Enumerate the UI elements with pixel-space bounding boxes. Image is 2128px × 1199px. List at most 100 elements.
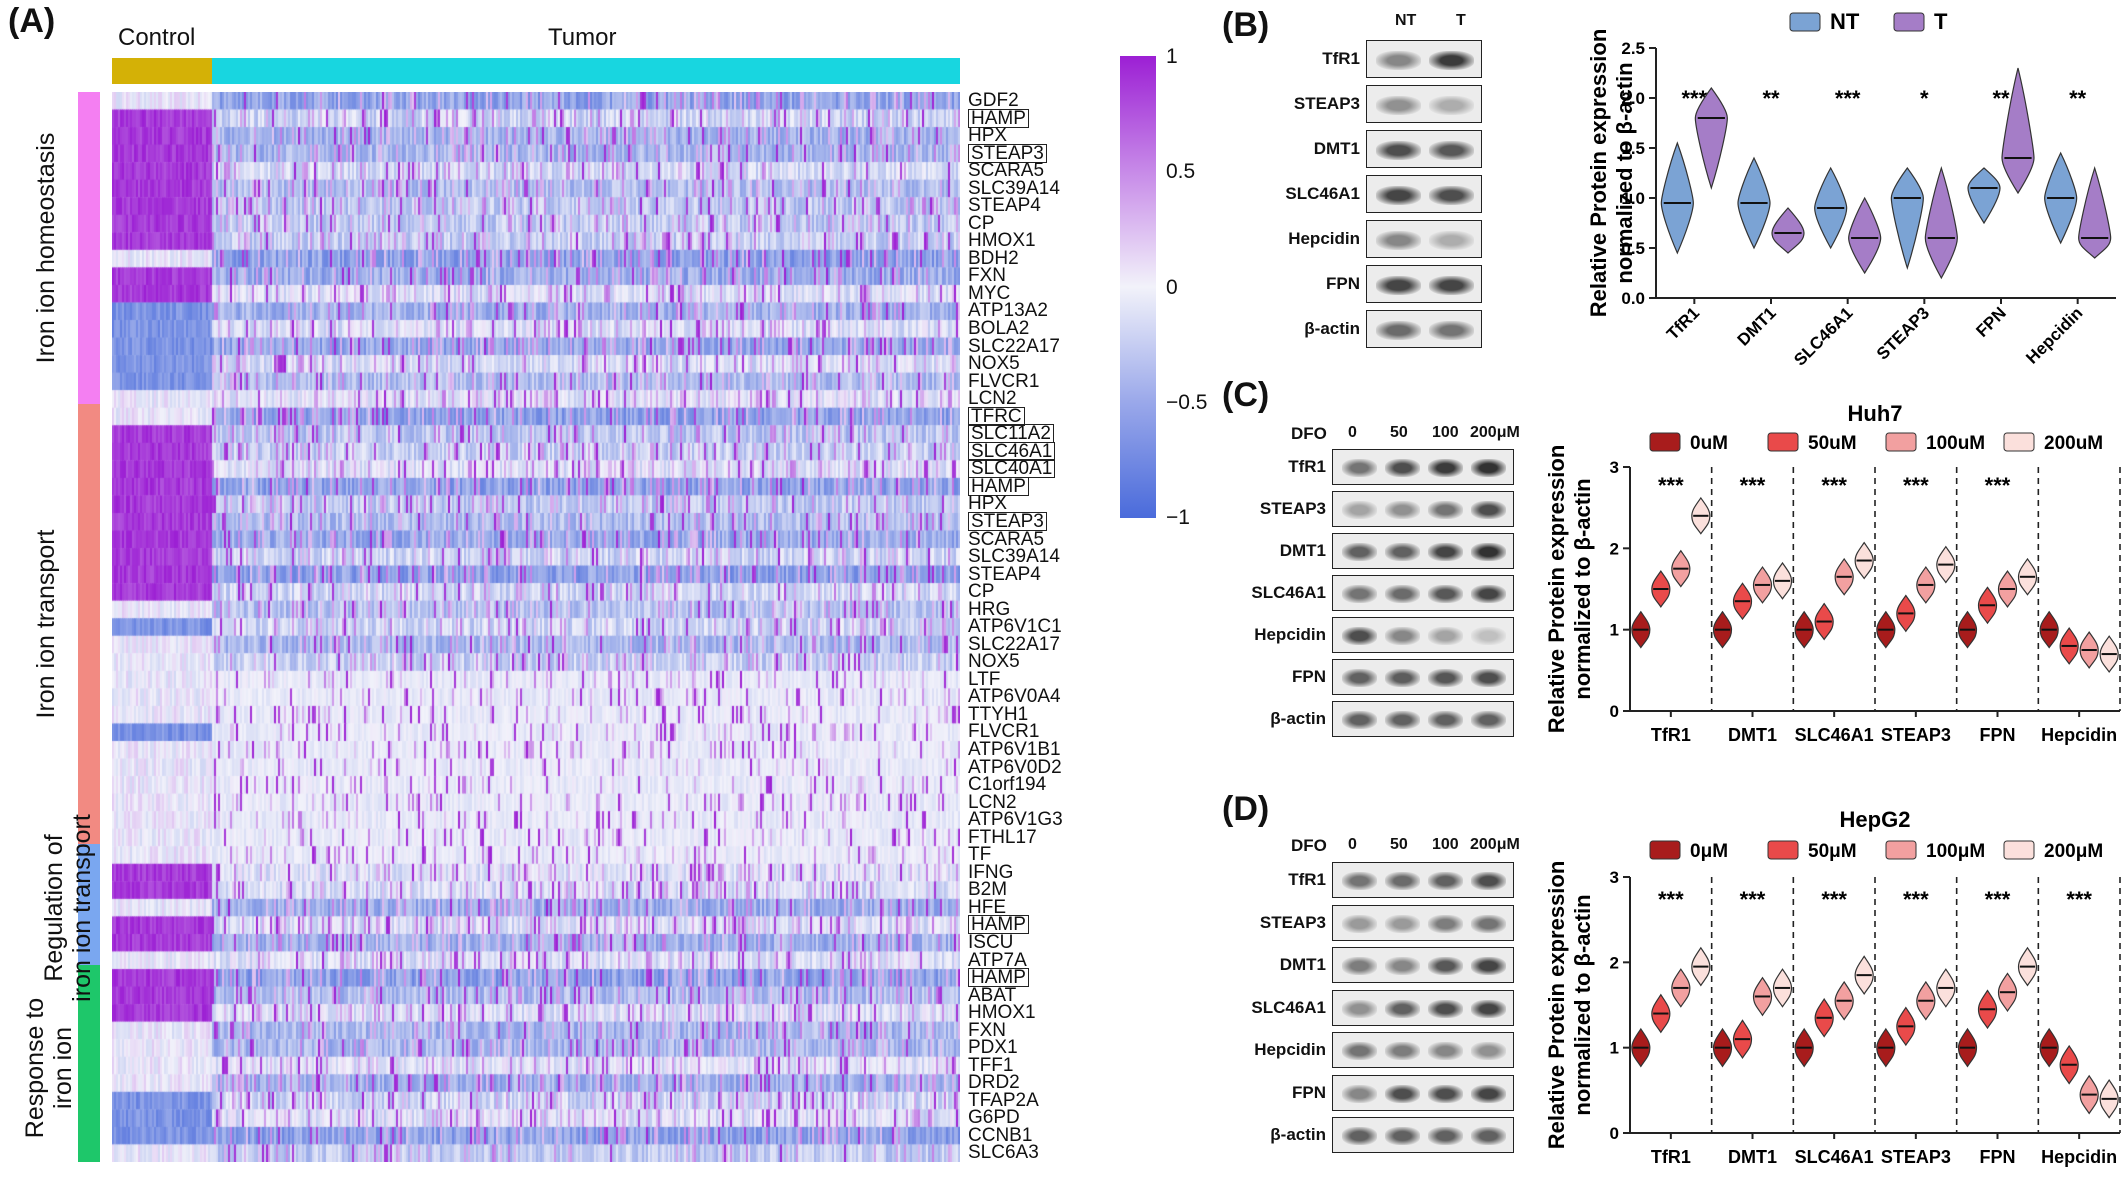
legend-swatch <box>1789 12 1821 32</box>
protein-band <box>1428 1127 1463 1145</box>
legend-label: 0uM <box>1690 433 1728 454</box>
protein-band <box>1471 501 1506 519</box>
significance-marker: *** <box>1835 86 1861 111</box>
y-tick-label: 0.0 <box>1621 289 1645 308</box>
panel-c-label: (C) <box>1222 376 1270 414</box>
protein-band <box>1342 627 1377 645</box>
protein-band <box>1428 999 1463 1018</box>
x-tick-label: STEAP3 <box>1881 725 1951 745</box>
gene-label: TFAP2A <box>968 1089 1039 1111</box>
blot-label: Hepcidin <box>1288 229 1360 248</box>
protein-band <box>1376 50 1421 70</box>
gene-label: SLC6A3 <box>968 1142 1039 1164</box>
protein-band <box>1342 1127 1377 1145</box>
gene-label: G6PD <box>968 1107 1020 1129</box>
y-tick-label: 3 <box>1610 458 1619 477</box>
protein-band <box>1342 543 1377 561</box>
gene-label: ATP6V0A4 <box>968 686 1061 708</box>
blot-label: β-actin <box>1270 1125 1326 1144</box>
category-label-transport: Iron ion transport <box>32 529 60 719</box>
category-bar-response <box>78 965 100 1162</box>
gene-label: STEAP4 <box>968 563 1041 585</box>
gene-label: CCNB1 <box>968 1124 1033 1146</box>
chart-title: HepG2 <box>1840 807 1911 832</box>
protein-band <box>1385 957 1420 975</box>
violin-chart-d: Relative Protein expression normalized to… <box>1544 807 2121 1167</box>
legend-label: 100uM <box>1926 433 1985 454</box>
gene-label: STEAP3 <box>968 143 1047 163</box>
blot-strip <box>1332 449 1514 485</box>
blot-strip <box>1332 904 1514 941</box>
protein-band <box>1376 275 1421 295</box>
violin <box>1890 166 1924 271</box>
gene-label: HFE <box>968 896 1006 918</box>
gene-label: SLC39A14 <box>968 177 1060 199</box>
gene-label: FXN <box>968 1019 1006 1041</box>
y-tick-label: 2.0 <box>1621 89 1645 108</box>
protein-band <box>1428 585 1463 603</box>
gene-label: FLVCR1 <box>968 370 1040 392</box>
legend-swatch <box>2003 432 2035 452</box>
y-tick-label: 3 <box>1610 868 1619 887</box>
protein-band <box>1376 320 1421 340</box>
legend-swatch <box>1885 432 1917 452</box>
violin-chart-b: Relative Protein expression normalized to… <box>1586 9 2116 370</box>
protein-band <box>1376 95 1421 115</box>
protein-band <box>1429 185 1474 205</box>
legend-swatch <box>1767 432 1799 452</box>
gene-label: HMOX1 <box>968 230 1036 252</box>
protein-band <box>1385 543 1420 561</box>
protein-band <box>1385 872 1420 890</box>
gene-label: STEAP4 <box>968 195 1041 217</box>
gene-label: BDH2 <box>968 247 1019 269</box>
tumor-label: Tumor <box>548 24 617 51</box>
protein-band <box>1429 50 1474 70</box>
protein-band <box>1428 543 1463 561</box>
violin <box>1694 86 1728 191</box>
gene-label: FXN <box>968 265 1006 287</box>
violin <box>1967 167 2001 225</box>
protein-band <box>1471 585 1506 603</box>
significance-marker: *** <box>1740 887 1766 912</box>
blot-strip <box>1366 130 1482 168</box>
blot-strip <box>1332 1032 1514 1068</box>
tumor-annotation-bar <box>212 58 960 84</box>
colorbar-tick: 1 <box>1166 45 1178 68</box>
y-axis-label: normalized to β-actin <box>1570 478 1595 699</box>
protein-band <box>1428 1042 1463 1060</box>
x-tick-label: SLC46A1 <box>1795 725 1874 745</box>
significance-marker: *** <box>1821 473 1847 498</box>
x-tick-label: Hepcidin <box>2041 725 2117 745</box>
violin <box>1848 196 1882 275</box>
lane-header: 0 <box>1348 424 1357 441</box>
blot-strip <box>1332 1117 1514 1153</box>
category-bar-homeostasis <box>78 92 100 404</box>
expression-heatmap <box>112 92 960 1162</box>
lane-header: 200μM <box>1470 424 1520 441</box>
protein-band <box>1429 230 1474 250</box>
colorbar-tick: 0.5 <box>1166 160 1196 183</box>
lane-header: 100 <box>1432 424 1459 441</box>
blot-strip <box>1366 310 1482 348</box>
violin <box>1771 207 1805 254</box>
legend-label: 0μM <box>1690 841 1728 862</box>
x-tick-label: DMT1 <box>1728 1147 1777 1167</box>
blot-label: β-actin <box>1270 709 1326 728</box>
gene-label: B2M <box>968 879 1008 901</box>
protein-band <box>1385 585 1420 603</box>
protein-band <box>1429 140 1474 160</box>
y-tick-label: 2 <box>1610 539 1619 558</box>
gene-label: HAMP <box>968 915 1029 935</box>
y-axis-label: normalized to β-actin <box>1570 894 1595 1115</box>
legend-swatch <box>1649 840 1681 860</box>
legend-label: 200uM <box>2044 433 2103 454</box>
protein-band <box>1342 585 1377 603</box>
protein-band <box>1376 230 1421 250</box>
gene-label: CP <box>968 581 995 603</box>
protein-band <box>1428 669 1463 687</box>
significance-marker: *** <box>1903 887 1929 912</box>
x-tick-label: TfR1 <box>1663 303 1703 343</box>
x-tick-label: SLC46A1 <box>1790 303 1856 369</box>
gene-label: ISCU <box>968 931 1014 953</box>
violin <box>2078 165 2112 259</box>
